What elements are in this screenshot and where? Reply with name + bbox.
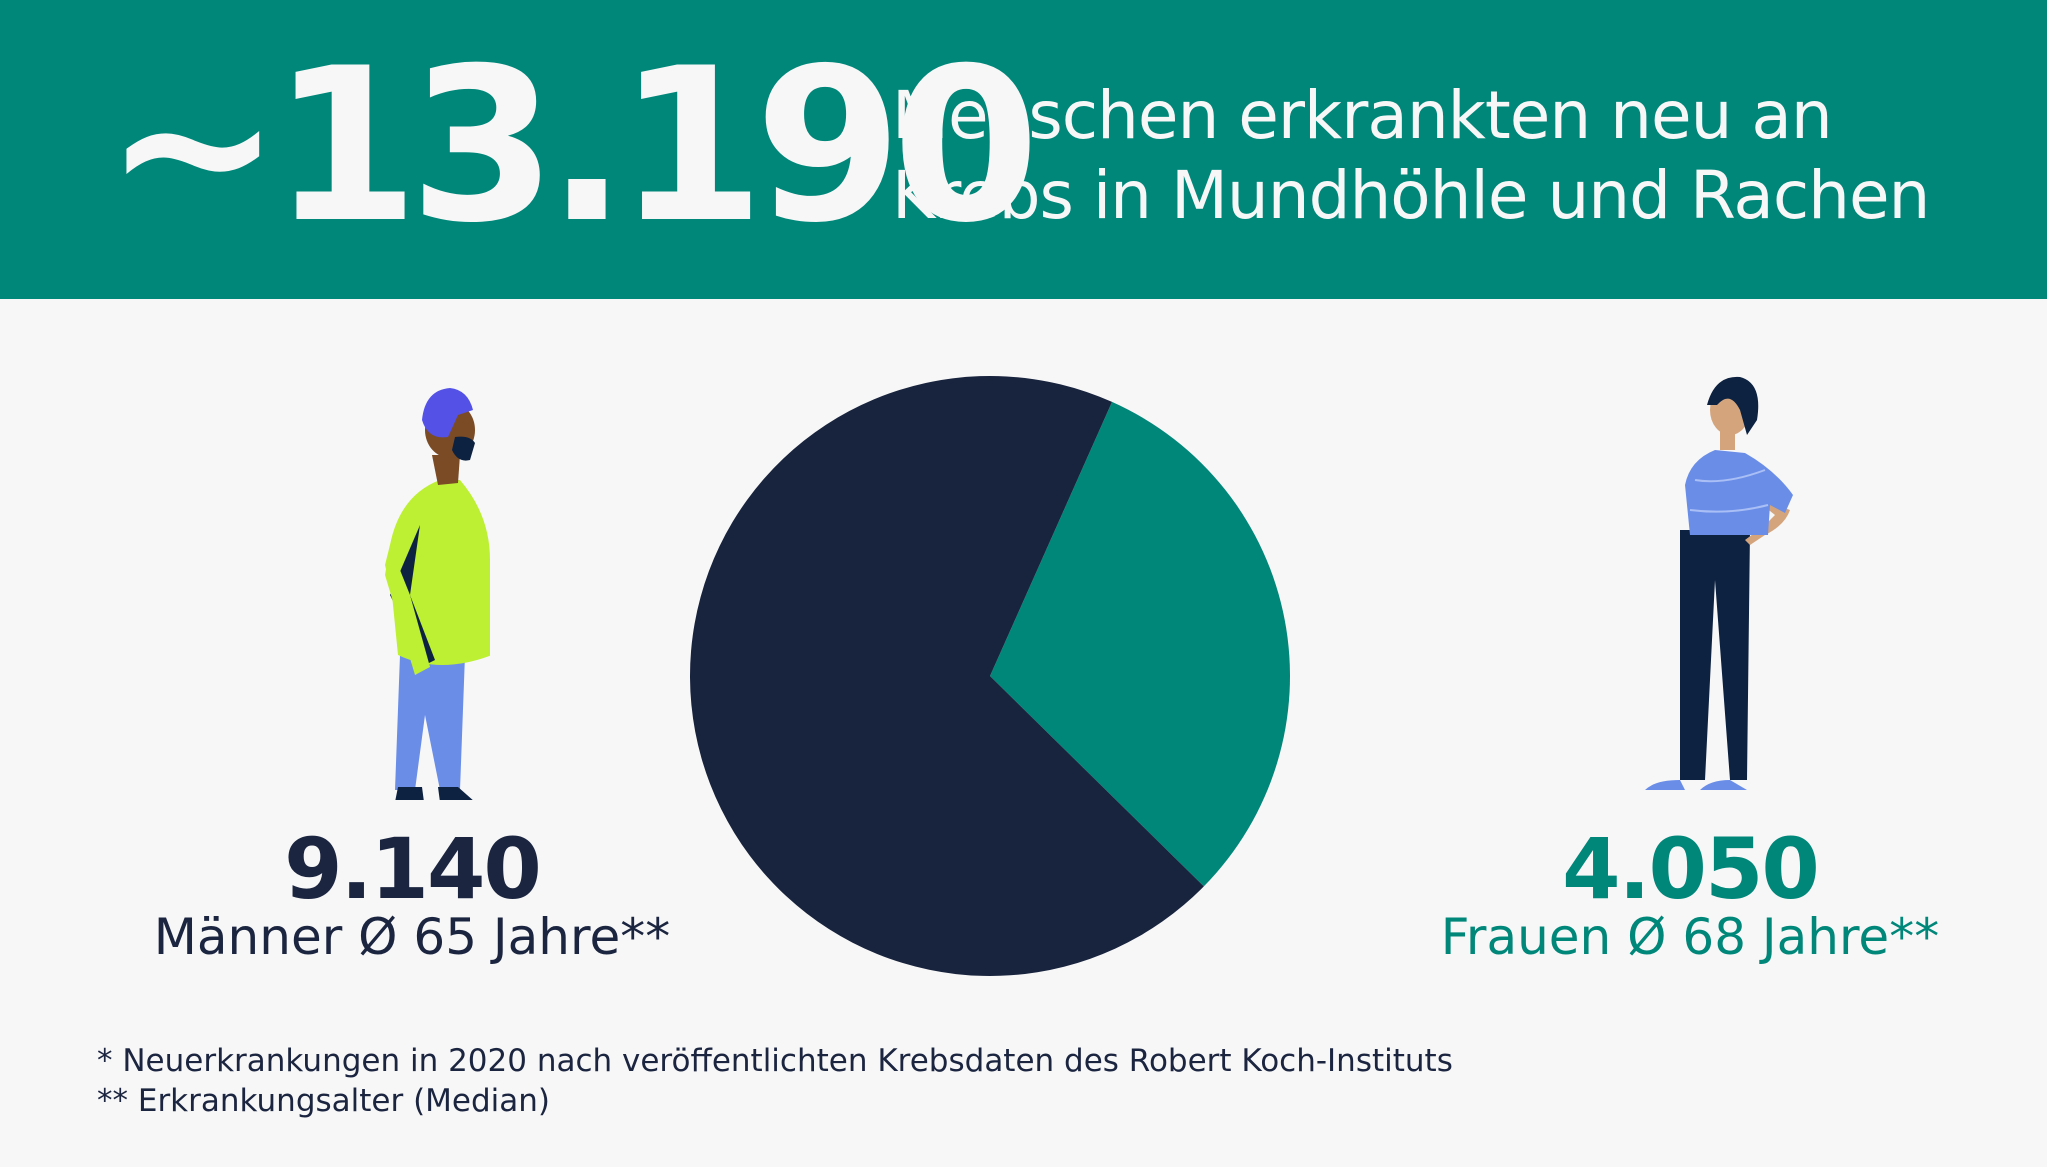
pie-slice-men	[690, 375, 1204, 976]
man-illustration-icon	[385, 388, 490, 800]
men-count: 9.140	[284, 820, 542, 918]
men-label: Männer Ø 65 Jahre**	[153, 908, 671, 966]
pie-slice-women	[990, 401, 1290, 887]
women-label: Frauen Ø 68 Jahre**	[1440, 908, 1940, 966]
headline: Menschen erkrankten neu an Krebs in Mund…	[892, 76, 1930, 236]
header-banner: ~13.190 Menschen erkrankten neu an Krebs…	[0, 0, 2047, 299]
woman-illustration-icon	[1645, 376, 1793, 790]
headline-line-1: Menschen erkrankten neu an	[892, 77, 1833, 154]
women-count: 4.050	[1562, 820, 1820, 918]
headline-line-2: Krebs in Mundhöhle und Rachen	[892, 157, 1930, 234]
footnote-1: * Neuerkrankungen in 2020 nach veröffent…	[97, 1043, 1453, 1079]
footnote-2: ** Erkrankungsalter (Median)	[97, 1083, 551, 1119]
total-count: ~13.190	[104, 22, 1040, 269]
